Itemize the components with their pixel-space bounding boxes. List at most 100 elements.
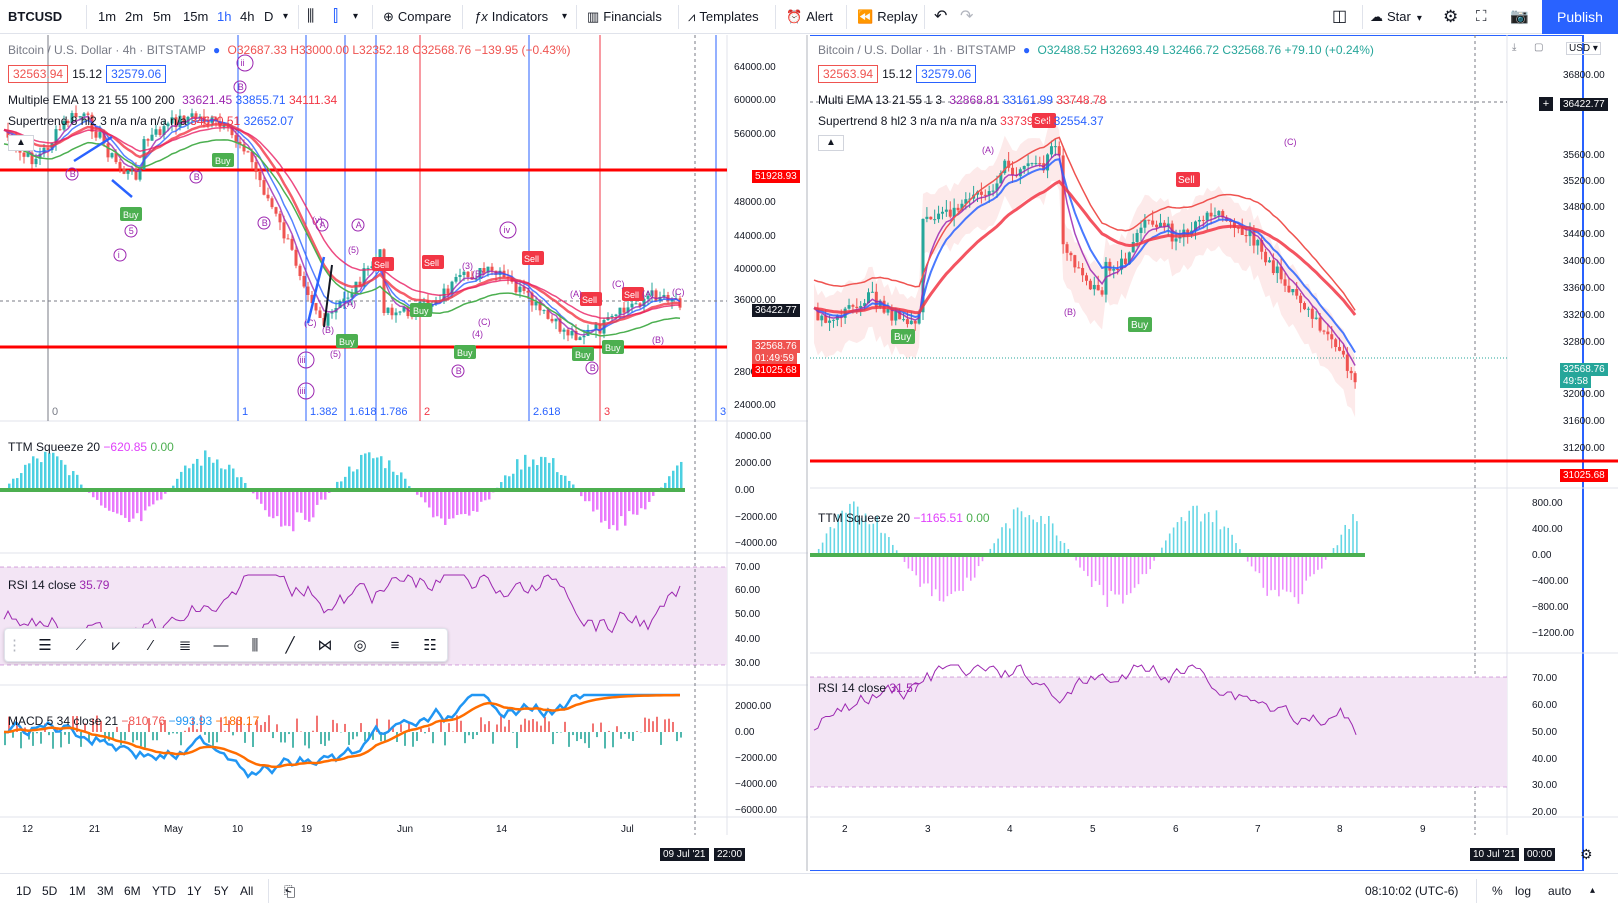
lines-icon[interactable]: ☰ bbox=[33, 635, 57, 657]
left-ema-legend[interactable]: Multiple EMA 13 21 55 100 200 33621.45 3… bbox=[8, 93, 337, 107]
macd-hist-bar bbox=[260, 725, 262, 732]
templates-button[interactable]: ⩘Templates bbox=[688, 0, 759, 34]
percent-toggle[interactable]: % bbox=[1492, 874, 1503, 908]
trend-line-icon[interactable]: ⁄ bbox=[139, 635, 163, 657]
left-supertrend-legend[interactable]: Supertrend 8 hl2 3 n/a n/a n/a n/a 34670… bbox=[8, 114, 294, 128]
ttm-bar bbox=[1231, 535, 1233, 555]
replay-button[interactable]: ⏪Replay bbox=[857, 0, 918, 34]
candle-body bbox=[832, 320, 835, 321]
ttm-bar bbox=[1036, 522, 1038, 555]
undo-icon[interactable]: ↶ bbox=[934, 0, 947, 34]
interval-15m[interactable]: 15m bbox=[183, 0, 208, 34]
price-tick-label: 34000.00 bbox=[1563, 256, 1605, 267]
range-5y[interactable]: 5Y bbox=[214, 874, 229, 908]
settings-lines-icon[interactable]: ☷ bbox=[418, 635, 442, 657]
candle-body bbox=[1155, 225, 1158, 228]
right-chart[interactable]: BuyBuySellSell(A)(B)(C)800.00400.000.00−… bbox=[810, 35, 1618, 871]
bar-style-icon[interactable]: ⫼ bbox=[307, 0, 314, 34]
alert-button[interactable]: ⏰Alert bbox=[786, 0, 833, 34]
macd-hist-bar bbox=[480, 717, 482, 732]
range-6m[interactable]: 6M bbox=[124, 874, 141, 908]
interval-4h[interactable]: 4h bbox=[240, 0, 254, 34]
vertical-lines-icon[interactable]: ⫼ bbox=[243, 635, 267, 657]
date-range-icon[interactable]: ⎗ bbox=[284, 874, 295, 908]
fullscreen-icon[interactable]: ⛶ bbox=[1476, 0, 1487, 34]
xabcd-icon[interactable]: ⟋ bbox=[69, 635, 93, 657]
candle-body bbox=[159, 129, 162, 135]
drag-handle-icon[interactable]: ⋮ bbox=[7, 635, 19, 657]
right-chart-legend: Bitcoin / U.S. Dollar · 1h · BITSTAMP ● … bbox=[818, 43, 1374, 57]
chevron-down-icon[interactable]: ▾ bbox=[283, 0, 288, 34]
right-countdown-tag: 49:58 bbox=[1560, 375, 1591, 388]
candle-body bbox=[1066, 244, 1069, 253]
symbol-search[interactable]: BTCUSD bbox=[8, 0, 62, 34]
plus-icon[interactable]: + bbox=[1539, 97, 1553, 111]
interval-d[interactable]: D bbox=[264, 0, 273, 34]
range-1d[interactable]: 1D bbox=[16, 874, 31, 908]
right-ttm-legend[interactable]: TTM Squeeze 20 −1165.51 0.00 bbox=[818, 511, 990, 525]
candle-body bbox=[95, 132, 98, 138]
left-rsi-legend[interactable]: RSI 14 close 35.79 bbox=[8, 578, 109, 592]
interval-5m[interactable]: 5m bbox=[153, 0, 171, 34]
right-ema-legend[interactable]: Multi EMA 13 21 55 1 3 32868.81 33161.99… bbox=[818, 93, 1106, 107]
range-ytd[interactable]: YTD bbox=[152, 874, 176, 908]
fib-icon[interactable]: ≡ bbox=[383, 635, 407, 657]
camera-icon[interactable]: 📷 bbox=[1510, 0, 1529, 34]
left-buy-price[interactable]: 32579.06 bbox=[106, 65, 166, 83]
range-1y[interactable]: 1Y bbox=[187, 874, 202, 908]
horizontal-line-icon[interactable]: — bbox=[209, 635, 233, 657]
right-supertrend-legend[interactable]: Supertrend 8 hl2 3 n/a n/a n/a n/a 33739… bbox=[818, 114, 1104, 128]
ttm-bar bbox=[668, 476, 671, 490]
redo-icon[interactable]: ↷ bbox=[960, 0, 973, 34]
channel-icon[interactable]: ≣ bbox=[173, 635, 197, 657]
publish-button[interactable]: Publish bbox=[1542, 0, 1618, 34]
range-5d[interactable]: 5D bbox=[42, 874, 57, 908]
ttm-bar bbox=[1095, 555, 1097, 581]
ema-value-2: 33161.99 bbox=[1003, 93, 1053, 107]
compare-button[interactable]: ⊕Compare bbox=[383, 0, 451, 34]
abcd-icon[interactable]: ⩗ bbox=[104, 635, 128, 657]
ttm-bar bbox=[600, 490, 603, 522]
auto-toggle[interactable]: auto bbox=[1548, 874, 1571, 908]
ttm-bar bbox=[1060, 541, 1062, 555]
candle-body bbox=[1213, 215, 1216, 216]
collapse-legend-icon[interactable]: ▲ bbox=[818, 135, 844, 151]
right-sell-price[interactable]: 32563.94 bbox=[818, 65, 878, 83]
collapse-legend-icon[interactable]: ▲ bbox=[8, 135, 34, 151]
interval-1m[interactable]: 1m bbox=[98, 0, 116, 34]
interval-1h[interactable]: 1h bbox=[217, 0, 231, 34]
ray-icon[interactable]: ╱ bbox=[278, 635, 302, 657]
right-buy-price[interactable]: 32579.06 bbox=[916, 65, 976, 83]
range-all[interactable]: All bbox=[240, 874, 253, 908]
chevron-up-icon[interactable]: ▴ bbox=[1590, 874, 1595, 908]
left-sell-price[interactable]: 32563.94 bbox=[8, 65, 68, 83]
interval-2m[interactable]: 2m bbox=[125, 0, 143, 34]
layout-icon[interactable]: ◫ bbox=[1332, 0, 1347, 34]
ttm-bar bbox=[104, 490, 107, 508]
left-macd-legend[interactable]: MACD 5 34 close 21 −810.76 −993.93 −183.… bbox=[8, 714, 259, 728]
range-1m[interactable]: 1M bbox=[69, 874, 86, 908]
gear-icon[interactable]: ⚙ bbox=[1580, 846, 1593, 863]
watchlist-star-button[interactable]: ☁Star▾ bbox=[1370, 0, 1422, 34]
ttm-bar bbox=[356, 469, 359, 490]
currency-select[interactable]: USD ▾ bbox=[1566, 42, 1601, 55]
pattern-icon[interactable]: ⋈ bbox=[313, 635, 337, 657]
chevron-down-icon[interactable]: ▾ bbox=[353, 0, 358, 34]
candles-icon[interactable]: ⫿ bbox=[333, 0, 338, 34]
timezone-clock[interactable]: 08:10:02 (UTC-6) bbox=[1365, 874, 1458, 908]
right-rsi-legend[interactable]: RSI 14 close 31.57 bbox=[818, 681, 919, 695]
range-3m[interactable]: 3M bbox=[97, 874, 114, 908]
log-toggle[interactable]: log bbox=[1515, 874, 1531, 908]
financials-button[interactable]: ▥Financials bbox=[587, 0, 662, 34]
left-ttm-legend[interactable]: TTM Squeeze 20 −620.85 0.00 bbox=[8, 440, 174, 454]
cycle-icon[interactable]: ◎ bbox=[348, 635, 372, 657]
fib-label: 1.618 bbox=[349, 406, 377, 418]
gear-icon[interactable]: ⚙ bbox=[1443, 0, 1458, 34]
ttm-bar bbox=[620, 490, 623, 516]
download-icon[interactable]: ⤓ bbox=[1512, 42, 1516, 53]
ttm-bar bbox=[1352, 514, 1354, 555]
ttm-value-2: 0.00 bbox=[150, 440, 173, 454]
chevron-down-icon[interactable]: ▾ bbox=[562, 0, 567, 34]
maximize-icon[interactable]: ▢ bbox=[1534, 42, 1543, 53]
